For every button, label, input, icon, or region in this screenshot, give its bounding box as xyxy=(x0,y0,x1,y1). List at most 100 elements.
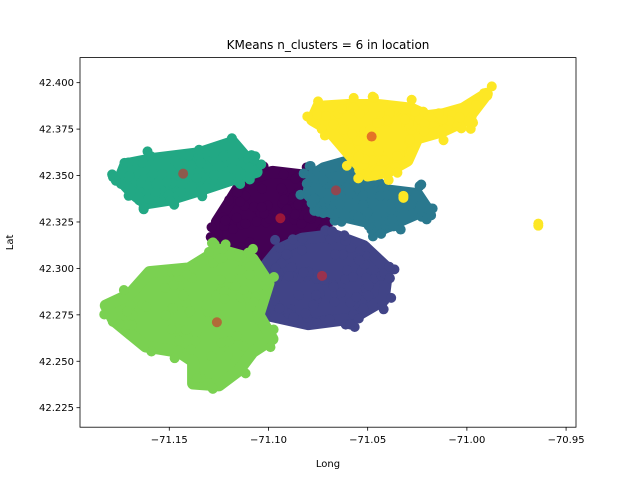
data-point xyxy=(341,160,352,171)
data-point xyxy=(287,234,298,245)
data-point xyxy=(363,280,374,291)
y-axis-label: Lat xyxy=(5,235,16,251)
data-point xyxy=(256,159,267,170)
data-point xyxy=(482,90,493,101)
data-point xyxy=(302,111,313,122)
data-point xyxy=(275,242,286,253)
x-tick-label: −71.15 xyxy=(151,435,188,446)
cluster-center-3 xyxy=(178,168,189,179)
data-point xyxy=(321,110,332,121)
data-point xyxy=(209,170,220,181)
data-point xyxy=(234,265,245,276)
data-point xyxy=(465,123,476,134)
data-point xyxy=(114,319,125,330)
data-point xyxy=(353,313,364,324)
data-point xyxy=(200,299,211,310)
cluster-center-1 xyxy=(317,270,328,281)
data-point xyxy=(185,306,196,317)
data-point xyxy=(206,351,217,362)
data-point xyxy=(219,293,230,304)
data-point xyxy=(358,199,369,210)
data-point xyxy=(325,234,336,245)
data-point xyxy=(215,253,226,264)
data-point xyxy=(182,269,193,280)
data-point xyxy=(361,241,372,252)
data-point xyxy=(206,222,217,233)
data-point xyxy=(354,255,365,266)
data-point xyxy=(318,208,329,219)
data-point xyxy=(486,81,497,92)
data-point xyxy=(312,109,323,120)
data-point xyxy=(244,269,255,280)
data-point xyxy=(406,146,417,157)
data-point xyxy=(225,249,236,260)
data-point xyxy=(240,368,251,379)
data-point xyxy=(244,261,255,272)
data-point xyxy=(257,316,268,327)
data-point xyxy=(354,108,365,119)
data-point xyxy=(347,129,358,140)
data-point xyxy=(232,176,243,187)
data-point xyxy=(261,275,272,286)
data-point xyxy=(312,318,323,329)
data-point xyxy=(353,211,364,222)
data-point xyxy=(148,168,159,179)
data-point xyxy=(337,172,348,183)
y-tick-label: 42.350 xyxy=(39,171,74,182)
data-point xyxy=(463,116,474,127)
data-point xyxy=(270,234,281,245)
data-point xyxy=(119,157,130,168)
data-point xyxy=(178,290,189,301)
data-point xyxy=(124,171,135,182)
data-point xyxy=(336,287,347,298)
data-point xyxy=(373,146,384,157)
data-point xyxy=(419,118,430,129)
data-point xyxy=(282,204,293,215)
data-point xyxy=(135,177,146,188)
data-point xyxy=(150,186,161,197)
data-point xyxy=(243,247,254,258)
data-point xyxy=(166,324,177,335)
data-point xyxy=(278,169,289,180)
data-point xyxy=(404,134,415,145)
data-point xyxy=(196,189,207,200)
data-point xyxy=(203,246,214,257)
data-point xyxy=(256,183,267,194)
data-point xyxy=(180,325,191,336)
data-point xyxy=(250,151,261,162)
data-point xyxy=(300,308,311,319)
data-point xyxy=(168,279,179,290)
data-point xyxy=(351,292,362,303)
data-point xyxy=(173,159,184,170)
data-point xyxy=(211,290,222,301)
cluster-5 xyxy=(302,81,544,231)
data-point xyxy=(335,199,346,210)
data-point xyxy=(419,126,430,137)
data-point xyxy=(340,274,351,285)
data-point xyxy=(395,224,406,235)
data-point xyxy=(276,183,287,194)
data-point xyxy=(203,162,214,173)
data-point xyxy=(194,144,205,155)
data-point xyxy=(146,346,157,357)
data-point xyxy=(239,284,250,295)
y-tick-label: 42.325 xyxy=(39,217,74,228)
data-point xyxy=(125,187,136,198)
data-point xyxy=(367,197,378,208)
data-point xyxy=(378,304,389,315)
data-point xyxy=(227,163,238,174)
data-point xyxy=(288,312,299,323)
data-point xyxy=(169,353,180,364)
data-point xyxy=(324,314,335,325)
chart-title: KMeans n_clusters = 6 in location xyxy=(227,38,430,52)
data-point xyxy=(226,133,237,144)
data-point xyxy=(107,169,118,180)
data-point xyxy=(219,286,230,297)
center-layer xyxy=(178,131,377,328)
data-point xyxy=(232,187,243,198)
data-point xyxy=(376,228,387,239)
data-point xyxy=(400,114,411,125)
data-point xyxy=(303,212,314,223)
data-point xyxy=(311,289,322,300)
data-point xyxy=(269,295,280,306)
